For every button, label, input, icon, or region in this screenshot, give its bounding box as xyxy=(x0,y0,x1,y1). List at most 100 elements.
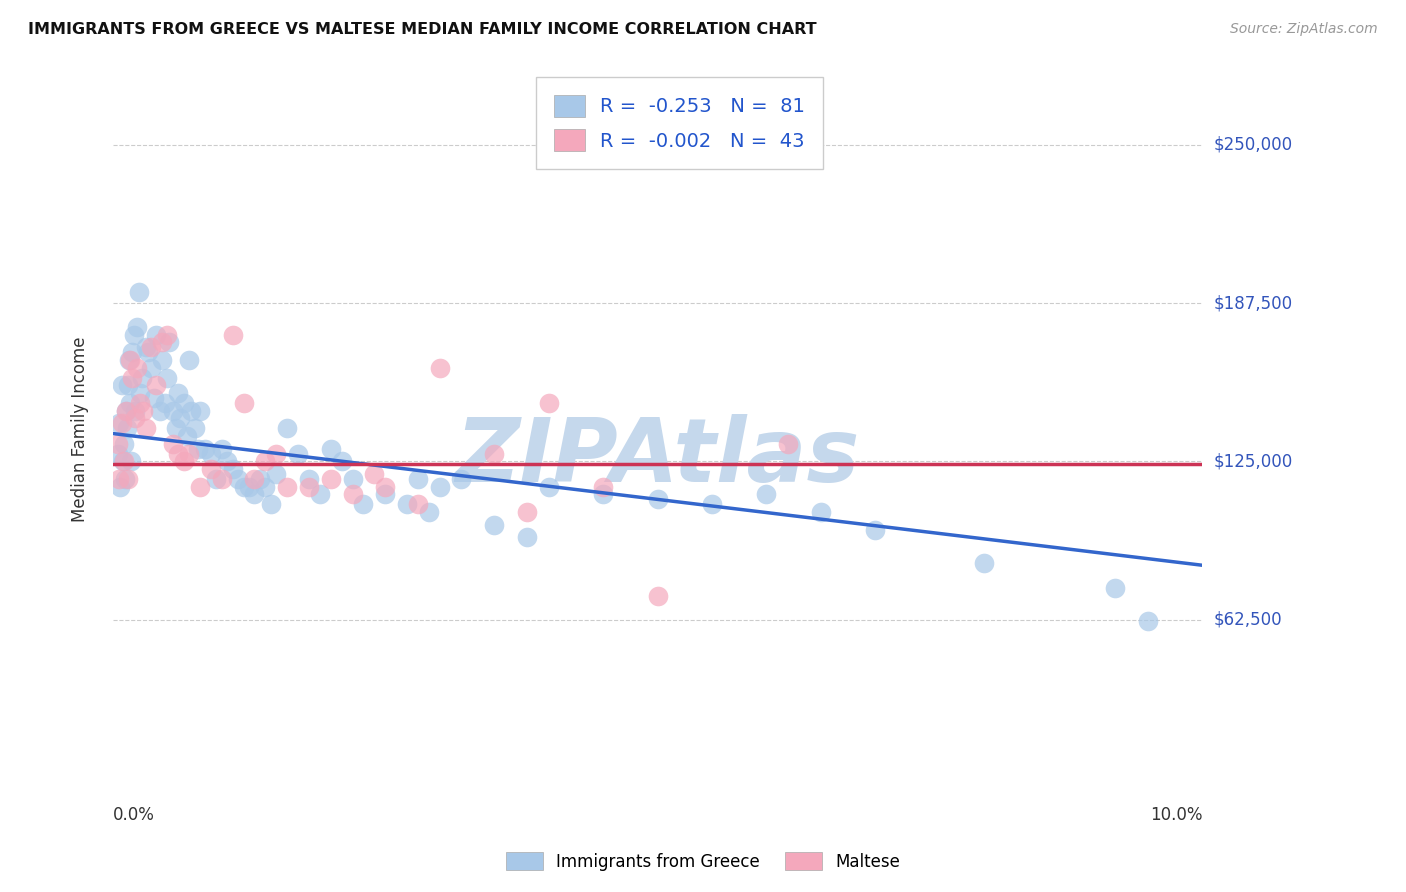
Point xyxy=(406,472,429,486)
Point xyxy=(232,396,254,410)
Point xyxy=(647,589,669,603)
Text: $125,000: $125,000 xyxy=(1213,452,1292,470)
Point xyxy=(308,487,330,501)
Point xyxy=(173,396,195,410)
Point xyxy=(121,345,143,359)
Point xyxy=(200,447,222,461)
Point xyxy=(260,498,283,512)
Point xyxy=(136,345,159,359)
Point xyxy=(156,371,179,385)
Point xyxy=(129,396,152,410)
Point xyxy=(115,403,138,417)
Point xyxy=(153,396,176,410)
Point xyxy=(124,411,146,425)
Point xyxy=(1104,581,1126,595)
Point xyxy=(176,429,198,443)
Point xyxy=(973,556,995,570)
Point xyxy=(162,436,184,450)
Text: ZIPAtlas: ZIPAtlas xyxy=(456,414,859,501)
Point xyxy=(180,403,202,417)
Point xyxy=(110,417,132,431)
Point xyxy=(1136,614,1159,628)
Point xyxy=(319,472,342,486)
Point xyxy=(108,417,131,431)
Point xyxy=(150,335,173,350)
Point xyxy=(363,467,385,481)
Point xyxy=(395,498,418,512)
Point xyxy=(110,480,132,494)
Point xyxy=(169,411,191,425)
Point xyxy=(249,472,271,486)
Point xyxy=(156,327,179,342)
Point xyxy=(173,454,195,468)
Point xyxy=(108,472,131,486)
Point xyxy=(120,454,142,468)
Point xyxy=(810,505,832,519)
Point xyxy=(135,340,157,354)
Point xyxy=(205,472,228,486)
Point xyxy=(374,480,396,494)
Point xyxy=(238,480,260,494)
Point xyxy=(211,442,233,456)
Point xyxy=(374,487,396,501)
Text: $250,000: $250,000 xyxy=(1213,136,1292,153)
Point xyxy=(264,467,287,481)
Point xyxy=(217,454,239,468)
Point xyxy=(125,360,148,375)
Point xyxy=(700,498,723,512)
Point xyxy=(352,498,374,512)
Point xyxy=(131,371,153,385)
Point xyxy=(298,480,321,494)
Point xyxy=(125,320,148,334)
Point xyxy=(243,487,266,501)
Point xyxy=(107,436,129,450)
Legend: Immigrants from Greece, Maltese: Immigrants from Greece, Maltese xyxy=(498,844,908,880)
Point xyxy=(107,447,129,461)
Point xyxy=(145,327,167,342)
Point xyxy=(143,391,166,405)
Point xyxy=(111,454,134,468)
Point xyxy=(135,421,157,435)
Point xyxy=(211,472,233,486)
Point xyxy=(188,403,211,417)
Point xyxy=(139,340,162,354)
Point xyxy=(112,436,135,450)
Point xyxy=(117,378,139,392)
Point xyxy=(117,472,139,486)
Point xyxy=(276,480,298,494)
Point xyxy=(124,403,146,417)
Point xyxy=(330,454,353,468)
Point xyxy=(120,396,142,410)
Point xyxy=(537,480,560,494)
Point xyxy=(755,487,778,501)
Point xyxy=(159,335,181,350)
Point xyxy=(165,421,187,435)
Point xyxy=(118,353,141,368)
Point xyxy=(115,421,138,435)
Point xyxy=(592,487,614,501)
Point xyxy=(149,403,172,417)
Point xyxy=(221,327,243,342)
Y-axis label: Median Family Income: Median Family Income xyxy=(72,337,89,523)
Point xyxy=(276,421,298,435)
Point xyxy=(778,436,800,450)
Point xyxy=(342,487,364,501)
Point xyxy=(128,285,150,299)
Point xyxy=(162,403,184,417)
Point xyxy=(865,523,887,537)
Point xyxy=(243,472,266,486)
Point xyxy=(120,353,142,368)
Point xyxy=(482,447,505,461)
Text: 0.0%: 0.0% xyxy=(112,805,155,824)
Point xyxy=(226,472,249,486)
Point xyxy=(187,442,209,456)
Point xyxy=(177,353,200,368)
Point xyxy=(129,386,152,401)
Point xyxy=(114,472,136,486)
Point xyxy=(342,472,364,486)
Point xyxy=(516,530,538,544)
Point xyxy=(200,462,222,476)
Point xyxy=(110,378,132,392)
Point xyxy=(429,360,451,375)
Point xyxy=(194,442,217,456)
